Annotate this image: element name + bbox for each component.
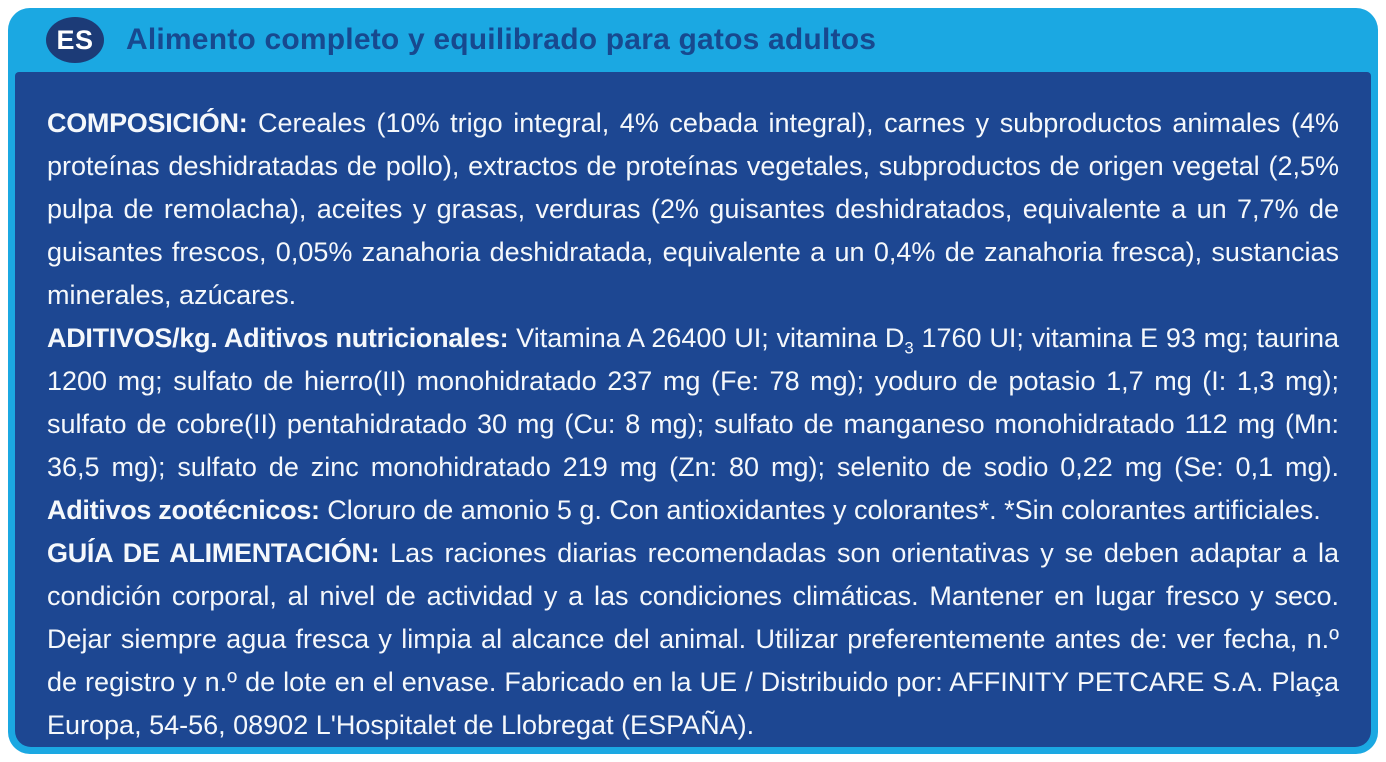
feeding-guide-heading: GUÍA DE ALIMENTACIÓN: xyxy=(47,538,380,568)
additives-paragraph: ADITIVOS/kg. Aditivos nutricionales: Vit… xyxy=(47,317,1339,532)
feeding-guide-text: Las raciones diarias recomendadas son or… xyxy=(47,538,1339,740)
label-header: ES Alimento completo y equilibrado para … xyxy=(8,8,1378,72)
additives-text-part1: Vitamina A 26400 UI; vitamina D xyxy=(508,323,905,353)
pet-food-label-card: ES Alimento completo y equilibrado para … xyxy=(8,8,1378,754)
label-title: Alimento completo y equilibrado para gat… xyxy=(126,23,877,56)
additives-text-part2: 1760 UI; vitamina E 93 mg; taurina 1200 … xyxy=(47,323,1340,482)
composition-heading: COMPOSICIÓN: xyxy=(47,108,248,138)
language-badge-label: ES xyxy=(56,24,94,55)
composition-paragraph: COMPOSICIÓN: Cereales (10% trigo integra… xyxy=(47,102,1339,317)
composition-text: Cereales (10% trigo integral, 4% cebada … xyxy=(47,108,1339,310)
zootechnical-additives-heading: Aditivos zootécnicos: xyxy=(47,495,320,525)
label-body: COMPOSICIÓN: Cereales (10% trigo integra… xyxy=(15,72,1371,747)
zootechnical-additives-text: Cloruro de amonio 5 g. Con antioxidantes… xyxy=(319,495,1321,525)
vitamin-d3-subscript: 3 xyxy=(904,338,914,358)
language-badge: ES xyxy=(46,17,104,63)
feeding-guide-paragraph: GUÍA DE ALIMENTACIÓN: Las raciones diari… xyxy=(47,532,1339,747)
additives-heading: ADITIVOS/kg. Aditivos nutricionales: xyxy=(47,323,509,353)
